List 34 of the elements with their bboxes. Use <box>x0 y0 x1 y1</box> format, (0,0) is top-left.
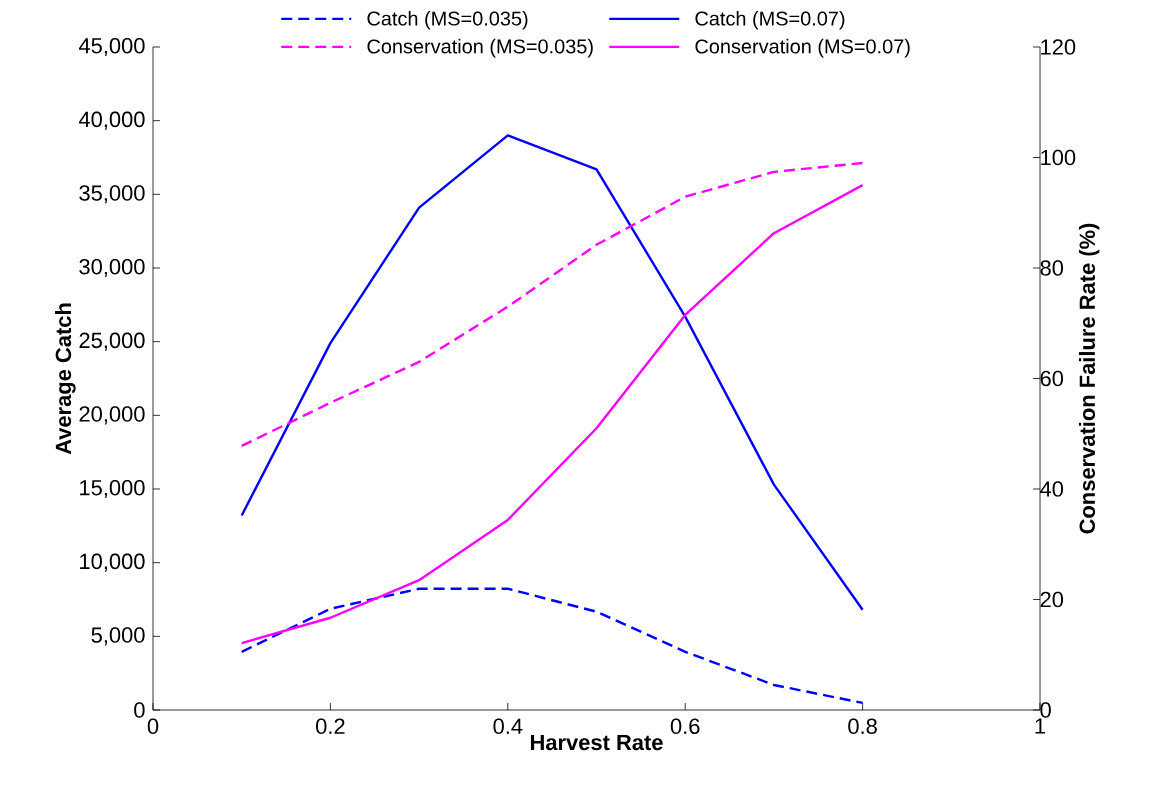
y-tick-label: 35,000 <box>79 185 145 204</box>
y2-tick-label: 40 <box>1040 481 1064 497</box>
legend-label: Conservation (MS=0.07) <box>695 38 910 58</box>
x-tick-label: 0.6 <box>670 718 700 735</box>
line-series <box>240 587 864 705</box>
y-tick-label: 15,000 <box>80 479 145 499</box>
x-tick-label: 0.8 <box>848 718 877 735</box>
legend-label: Catch (MS=0.07) <box>695 10 845 30</box>
y2-tick-label: 100 <box>1041 149 1076 166</box>
y-tick-label: 40,000 <box>78 111 145 130</box>
x-axis-title: Harvest Rate <box>530 734 663 751</box>
y2-tick-label: 60 <box>1040 370 1064 387</box>
line-series <box>240 183 864 645</box>
y-axis-title: Average Catch <box>55 303 76 455</box>
y-tick-label: 25,000 <box>79 332 145 351</box>
y2-tick-label: 80 <box>1040 260 1064 276</box>
x-tick-label: 0 <box>147 718 159 735</box>
y-tick-label: 10,000 <box>80 553 145 572</box>
y-tick-label: 20,000 <box>79 406 145 425</box>
y-tick-label: 0 <box>134 702 145 718</box>
legend-label: Conservation (MS=0.035) <box>367 38 593 58</box>
y-tick-label: 45,000 <box>78 37 145 57</box>
x-tick-label: 1 <box>1035 718 1046 734</box>
y-tick-label: 30,000 <box>79 258 145 278</box>
line-series <box>240 161 864 448</box>
y2-tick-label: 0 <box>1040 702 1051 718</box>
line-series <box>240 134 864 612</box>
legend-label: Catch (MS=0.035) <box>367 10 528 30</box>
y2-axis-title: Conservation Failure Rate (%) <box>1078 223 1100 534</box>
x-tick-label: 0.4 <box>493 718 523 735</box>
y2-tick-label: 120 <box>1041 39 1076 55</box>
x-tick-label: 0.2 <box>316 718 345 735</box>
y2-tick-label: 20 <box>1040 591 1064 608</box>
y-tick-label: 5,000 <box>91 627 145 646</box>
